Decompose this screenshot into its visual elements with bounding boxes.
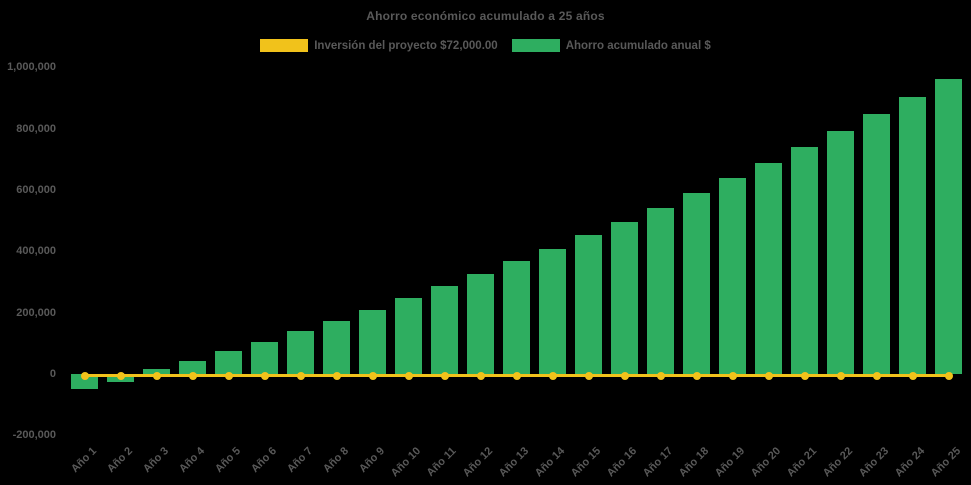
x-axis-label: Año 6 [248, 444, 279, 475]
investment-line-marker [368, 371, 377, 380]
x-axis-label: Año 22 [820, 444, 855, 479]
x-axis-label: Año 13 [496, 444, 531, 479]
x-axis-label: Año 8 [320, 444, 351, 475]
chart-title: Ahorro económico acumulado a 25 años [366, 9, 605, 23]
bar-ano-10 [395, 297, 422, 374]
x-axis-label: Año 2 [104, 444, 135, 475]
bar-ano-16 [611, 221, 638, 374]
legend-swatch-investment [260, 39, 309, 52]
investment-line-marker [656, 371, 665, 380]
y-axis-tick-label: 600,000 [16, 184, 56, 197]
bar-ano-5 [215, 351, 242, 374]
bar-ano-15 [575, 235, 602, 374]
x-axis-label: Año 17 [640, 444, 675, 479]
investment-line-marker [728, 371, 737, 380]
x-axis-label: Año 20 [748, 444, 783, 479]
x-axis-label: Año 3 [140, 444, 171, 475]
y-axis-tick-label: 800,000 [16, 122, 56, 135]
investment-line-marker [800, 371, 809, 380]
investment-line-marker [260, 371, 269, 380]
y-axis-tick-label: 0 [49, 368, 56, 380]
x-axis-label: Año 7 [284, 444, 315, 475]
bar-ano-17 [647, 207, 674, 374]
bar-ano-22 [827, 130, 854, 374]
x-axis-label: Año 4 [176, 444, 207, 475]
x-axis-label: Año 10 [388, 444, 423, 479]
bar-ano-12 [467, 273, 494, 374]
investment-line-marker [116, 371, 125, 380]
bar-ano-23 [863, 113, 890, 374]
bar-ano-14 [539, 248, 566, 374]
bar-ano-4 [179, 360, 206, 374]
investment-line-marker [296, 371, 305, 380]
x-axis-label: Año 11 [424, 444, 459, 479]
bar-ano-20 [755, 163, 782, 374]
x-axis-label: Año 25 [928, 444, 963, 479]
x-axis-label: Año 18 [676, 444, 711, 479]
bar-ano-6 [251, 341, 278, 374]
investment-line-marker [476, 371, 485, 380]
x-axis-label: Año 12 [460, 444, 495, 479]
investment-line-marker [620, 371, 629, 380]
legend: Inversión del proyecto $72,000.00 Ahorro… [0, 39, 971, 52]
legend-item-savings: Ahorro acumulado anual $ [511, 39, 711, 52]
bar-ano-8 [323, 320, 350, 374]
investment-line-marker [908, 371, 917, 380]
investment-line-marker [224, 371, 233, 380]
y-axis-tick-label: 400,000 [16, 245, 56, 258]
x-axis-label: Año 15 [568, 444, 603, 479]
x-axis-label: Año 21 [784, 444, 819, 479]
investment-line-marker [80, 371, 89, 380]
investment-line-marker [872, 371, 881, 380]
legend-item-investment: Inversión del proyecto $72,000.00 [260, 39, 498, 52]
investment-line-marker [152, 371, 161, 380]
investment-line-marker [188, 371, 197, 380]
bar-ano-11 [431, 285, 458, 374]
bar-ano-25 [935, 79, 962, 374]
x-axis-label: Año 14 [532, 444, 567, 479]
x-axis-label: Año 23 [856, 444, 891, 479]
legend-label-investment: Inversión del proyecto $72,000.00 [314, 39, 498, 52]
x-axis-label: Año 1 [68, 444, 99, 475]
bar-ano-21 [791, 147, 818, 374]
bar-ano-9 [359, 309, 386, 374]
bar-ano-7 [287, 331, 314, 374]
investment-line-marker [836, 371, 845, 380]
y-axis-tick-label: 200,000 [16, 306, 56, 319]
x-axis-label: Año 5 [212, 444, 243, 475]
x-axis-label: Año 9 [356, 444, 387, 475]
investment-line-marker [332, 371, 341, 380]
bar-ano-24 [899, 96, 926, 374]
investment-line-marker [764, 371, 773, 380]
y-axis-tick-label: -200,000 [12, 429, 56, 442]
investment-line-marker [584, 371, 593, 380]
bar-ano-18 [683, 193, 710, 374]
y-axis-tick-label: 1,000,000 [7, 61, 56, 74]
investment-line-marker [944, 371, 953, 380]
bar-ano-19 [719, 178, 746, 374]
x-axis-label: Año 24 [892, 444, 927, 479]
bar-ano-13 [503, 261, 530, 374]
investment-line-marker [692, 371, 701, 380]
investment-line-marker [440, 371, 449, 380]
legend-label-savings: Ahorro acumulado anual $ [565, 39, 711, 52]
x-axis-label: Año 16 [604, 444, 639, 479]
bar-ano-1 [71, 374, 98, 389]
investment-line-marker [512, 371, 521, 380]
legend-swatch-savings [511, 39, 560, 52]
investment-line-marker [404, 371, 413, 380]
investment-line-marker [548, 371, 557, 380]
x-axis-label: Año 19 [712, 444, 747, 479]
